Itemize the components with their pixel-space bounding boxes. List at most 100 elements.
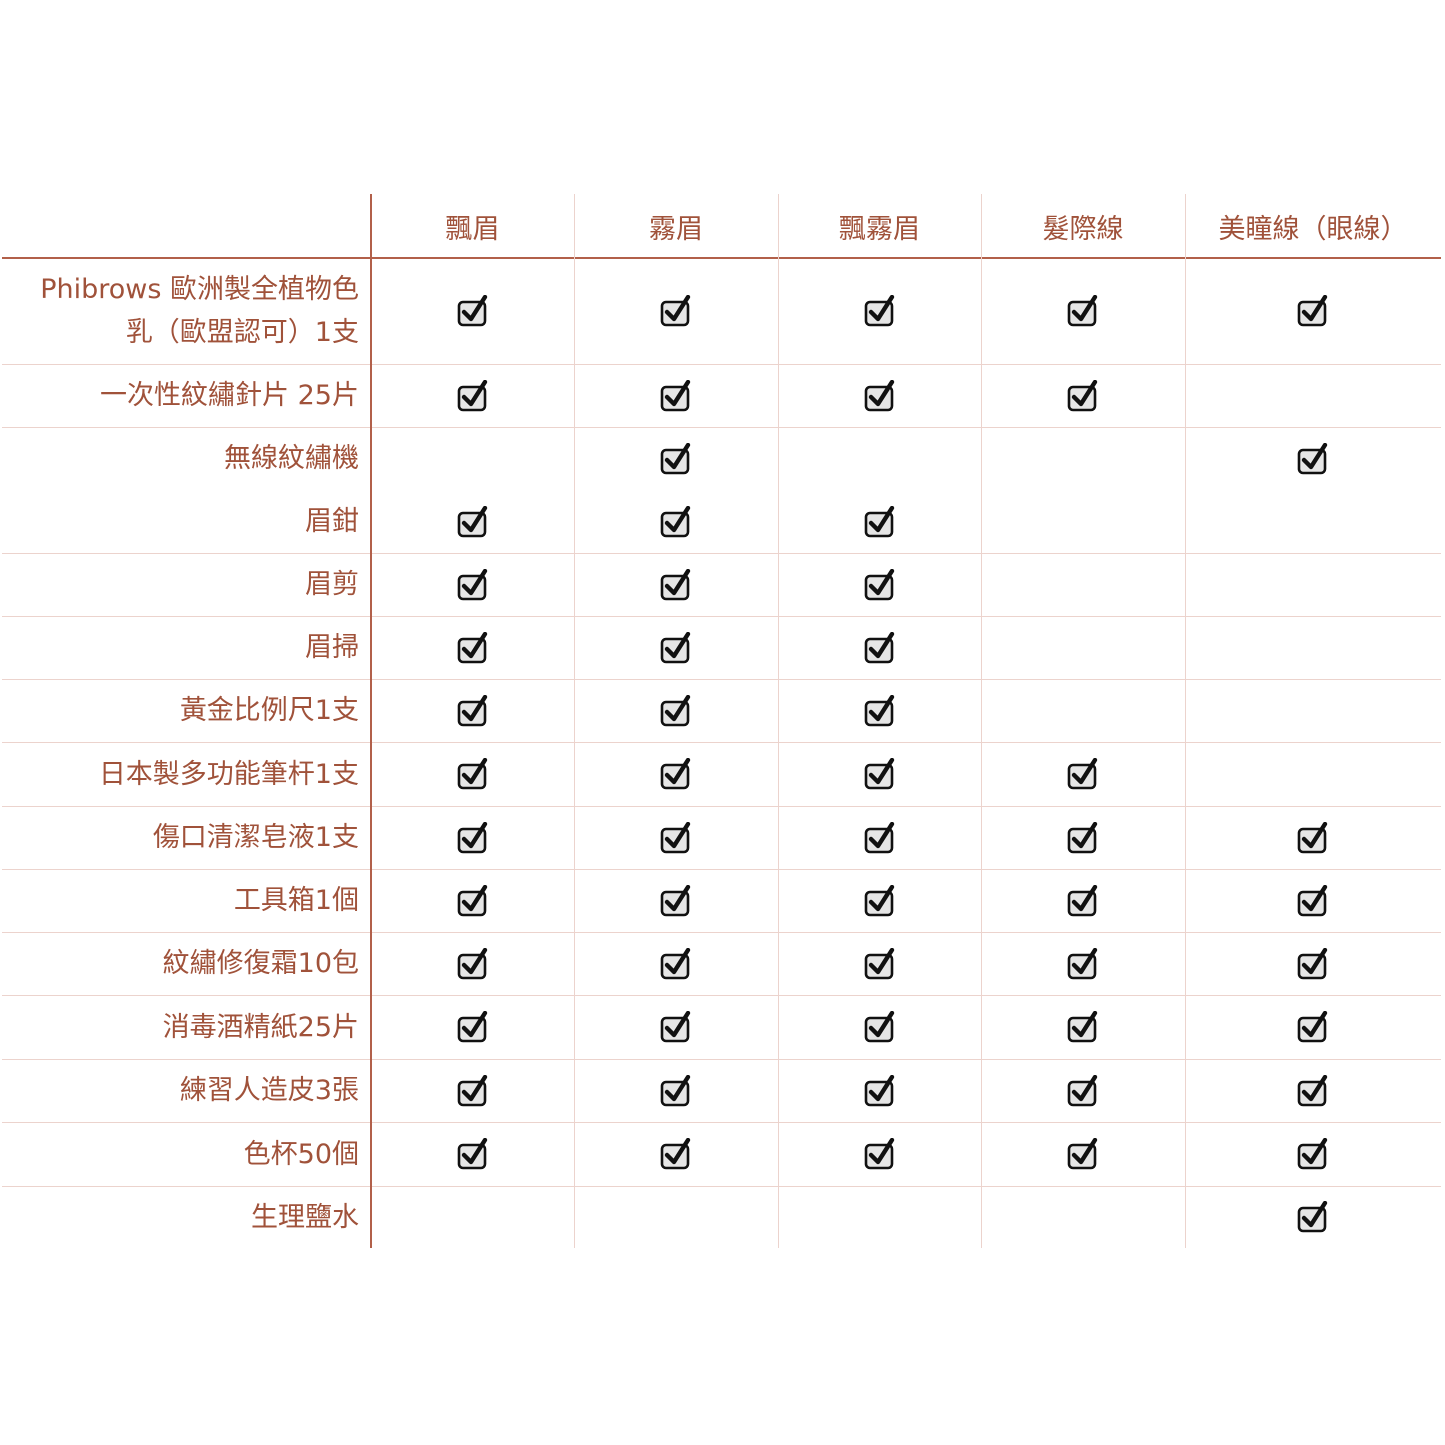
checkbox-checked-icon xyxy=(1067,295,1098,327)
row-divider xyxy=(2,869,1441,870)
checkbox-checked-icon xyxy=(457,694,487,726)
checkbox-checked-icon xyxy=(864,1074,894,1106)
checkbox-checked-icon xyxy=(864,379,894,411)
check-cell xyxy=(574,616,778,679)
check-cell xyxy=(1185,806,1441,869)
check-cell xyxy=(981,258,1185,364)
checkbox-checked-icon xyxy=(1067,758,1098,790)
checkbox-checked-icon xyxy=(660,821,691,853)
column-divider xyxy=(574,194,575,1248)
row-divider xyxy=(2,1186,1441,1187)
checkbox-checked-icon xyxy=(1067,1011,1098,1043)
checkbox-checked-icon xyxy=(660,505,691,537)
row-label: 消毒酒精紙25片 xyxy=(162,1011,359,1043)
check-cell xyxy=(1185,1122,1441,1186)
checkbox-checked-icon xyxy=(1297,1074,1328,1106)
check-cell xyxy=(574,490,778,553)
checkbox-checked-icon xyxy=(1067,1074,1098,1106)
check-cell xyxy=(778,806,981,869)
checkbox-checked-icon xyxy=(864,631,894,663)
checkbox-checked-icon xyxy=(1297,821,1328,853)
checkbox-checked-icon xyxy=(1067,1138,1098,1170)
checkbox-checked-icon xyxy=(660,1138,691,1170)
checkbox-checked-icon xyxy=(864,295,894,327)
column-header: 飄霧眉 xyxy=(839,213,920,245)
check-cell xyxy=(371,364,574,427)
check-cell xyxy=(778,616,981,679)
checkbox-checked-icon xyxy=(864,694,894,726)
check-cell xyxy=(981,806,1185,869)
checkbox-checked-icon xyxy=(864,1138,894,1170)
checkbox-checked-icon xyxy=(457,821,487,853)
check-cell xyxy=(371,869,574,932)
check-cell xyxy=(1185,427,1441,490)
check-cell xyxy=(981,1059,1185,1122)
row-divider xyxy=(2,1122,1441,1123)
check-cell xyxy=(574,553,778,616)
check-cell xyxy=(778,553,981,616)
check-cell xyxy=(981,1122,1185,1186)
check-cell xyxy=(778,742,981,806)
row-label: 眉鉗 xyxy=(305,506,359,537)
checkbox-checked-icon xyxy=(864,947,894,979)
checkbox-checked-icon xyxy=(660,1074,691,1106)
check-cell xyxy=(574,1059,778,1122)
check-cell xyxy=(574,995,778,1059)
checkbox-checked-icon xyxy=(660,631,691,663)
checkbox-checked-icon xyxy=(660,1011,691,1043)
check-cell xyxy=(371,742,574,806)
column-divider xyxy=(778,194,779,1248)
checkbox-checked-icon xyxy=(660,694,691,726)
row-label: 眉剪 xyxy=(305,569,359,600)
checkbox-checked-icon xyxy=(660,442,691,474)
row-label: 一次性紋繡針片 25片 xyxy=(100,380,359,411)
checkbox-checked-icon xyxy=(660,947,691,979)
row-divider xyxy=(2,553,1441,554)
checkbox-checked-icon xyxy=(457,379,487,411)
row-label: 生理鹽水 xyxy=(251,1201,359,1233)
check-cell xyxy=(371,932,574,995)
checkbox-checked-icon xyxy=(1067,947,1098,979)
checkbox-checked-icon xyxy=(864,1011,894,1043)
check-cell xyxy=(1185,1059,1441,1122)
check-cell xyxy=(1185,1186,1441,1248)
row-label: 日本製多功能筆杆1支 xyxy=(98,758,359,790)
check-cell xyxy=(778,679,981,742)
check-cell xyxy=(778,1059,981,1122)
checkbox-checked-icon xyxy=(660,758,691,790)
check-cell xyxy=(574,364,778,427)
check-cell xyxy=(1185,995,1441,1059)
checkbox-checked-icon xyxy=(1297,1201,1328,1233)
checkbox-checked-icon xyxy=(457,1011,487,1043)
column-header: 美瞳線（眼線） xyxy=(1218,213,1408,245)
row-label: 無線紋繡機 xyxy=(224,443,359,474)
check-cell xyxy=(371,553,574,616)
checkbox-checked-icon xyxy=(457,568,487,600)
checkbox-checked-icon xyxy=(660,379,691,411)
check-cell xyxy=(371,258,574,364)
check-cell xyxy=(778,1122,981,1186)
checkbox-checked-icon xyxy=(660,884,691,916)
check-cell xyxy=(574,742,778,806)
row-label: 色杯50個 xyxy=(243,1138,359,1170)
checkbox-checked-icon xyxy=(864,568,894,600)
check-cell xyxy=(574,427,778,490)
column-header: 飄眉 xyxy=(445,213,500,245)
check-cell xyxy=(574,806,778,869)
column-divider xyxy=(981,194,982,1248)
check-cell xyxy=(574,1122,778,1186)
checkbox-checked-icon xyxy=(864,758,894,790)
checkbox-checked-icon xyxy=(660,295,691,327)
check-cell xyxy=(981,995,1185,1059)
checkbox-checked-icon xyxy=(864,884,894,916)
row-label: 眉掃 xyxy=(305,632,359,663)
checkbox-checked-icon xyxy=(1297,442,1328,474)
column-header: 霧眉 xyxy=(649,213,703,245)
check-cell xyxy=(371,995,574,1059)
check-cell xyxy=(574,932,778,995)
checkbox-checked-icon xyxy=(1067,884,1098,916)
checkbox-checked-icon xyxy=(1297,947,1328,979)
checkbox-checked-icon xyxy=(457,505,487,537)
checkbox-checked-icon xyxy=(457,758,487,790)
